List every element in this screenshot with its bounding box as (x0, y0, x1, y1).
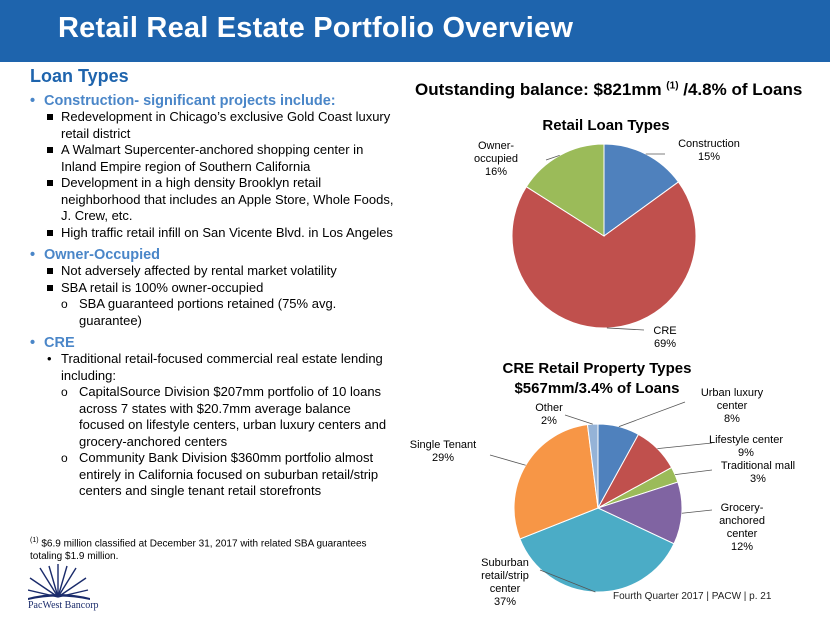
leader-line-other (564, 414, 593, 425)
leader-line-suburban-retail-strip-center (539, 569, 596, 593)
page-title: Retail Real Estate Portfolio Overview (58, 12, 574, 44)
leader-line-single-tenant (489, 454, 526, 466)
footnote: (1) $6.9 million classified at December … (30, 534, 400, 563)
leader-line-cre (606, 327, 645, 331)
construction-heading: Construction- significant projects inclu… (30, 93, 395, 109)
cre-property-types-subtitle: $567mm/3.4% of Loans (514, 380, 679, 397)
outstanding-balance-heading: Outstanding balance: $821mm (1) /4.8% of… (415, 80, 802, 100)
owner-occupied-section: Owner-Occupied Not adversely affected by… (30, 247, 395, 329)
pie-slice-single-tenant (513, 424, 599, 540)
page-footer: Fourth Quarter 2017 | PACW | p. 21 (613, 591, 772, 602)
slice-label-cre: CRE 69% (653, 325, 676, 350)
footnote-marker: (1) (30, 537, 39, 544)
cre-property-types-pie (513, 423, 683, 593)
owner-occupied-heading: Owner-Occupied (30, 247, 395, 263)
construction-item: Development in a high density Brooklyn r… (44, 175, 395, 225)
construction-section: Construction- significant projects inclu… (30, 93, 395, 241)
footnote-text: $6.9 million classified at December 31, … (30, 538, 367, 563)
slice-label-other: Other 2% (535, 402, 563, 427)
slice-label-owner-occupied: Owner-occupied 16% (474, 140, 518, 178)
cre-section: CRE Traditional retail-focused commercia… (30, 335, 395, 500)
title-bar: Retail Real Estate Portfolio Overview (0, 0, 830, 62)
loan-types-panel: Loan Types Construction- significant pro… (30, 66, 395, 506)
pacwest-logo-icon (28, 564, 90, 600)
loan-types-heading: Loan Types (30, 66, 129, 86)
owner-sub-item: SBA guaranteed portions retained (75% av… (61, 296, 395, 329)
cre-property-types-labels: Urban luxury center 8% Lifestyle center 9%Tr… (410, 387, 795, 608)
slice-label-urban-luxury-center: Urban luxury center 8% (701, 387, 764, 425)
outstanding-balance-suffix: /4.8% of Loans (678, 80, 803, 99)
cre-sub-item: CapitalSource Division $207mm portfolio … (61, 384, 395, 450)
cre-sub-item: Community Bank Division $360mm portfolio… (61, 450, 395, 500)
slice-label-suburban-retail-strip-center: Suburban retail/strip center 37% (481, 557, 529, 608)
construction-item: High traffic retail infill on San Vicent… (44, 225, 395, 242)
leader-line-traditional-mall (675, 469, 713, 476)
pie-slice-owner-occupied (525, 143, 605, 237)
cre-heading: CRE (30, 335, 395, 351)
outstanding-balance-marker: (1) (666, 80, 679, 92)
pie-slice-grocery-anchored-center (596, 481, 683, 545)
leader-line-owner-occupied (545, 155, 560, 161)
leader-line-urban-luxury-center (618, 401, 686, 428)
cre-item: Traditional retail-focused commercial re… (44, 351, 395, 384)
slice-label-traditional-mall: Traditional mall 3% (721, 460, 795, 485)
construction-item: A Walmart Supercenter-anchored shopping … (44, 142, 395, 175)
slice-label-lifestyle-center: Lifestyle center 9% (709, 434, 783, 459)
logo-text: PacWest Bancorp (28, 600, 99, 611)
owner-item: SBA retail is 100% owner-occupied (44, 280, 395, 297)
slice-label-construction: Construction 15% (678, 138, 740, 163)
slice-label-grocery-anchored-center: Grocery-anchored center 12% (719, 502, 765, 553)
leader-line-lifestyle-center (657, 442, 713, 450)
construction-item: Redevelopment in Chicago’s exclusive Gol… (44, 109, 395, 142)
outstanding-balance-text: Outstanding balance: $821mm (415, 80, 667, 99)
pie-slice-construction (603, 143, 680, 237)
slice-label-single-tenant: Single Tenant 29% (410, 439, 476, 464)
retail-loan-types-labels: Construction 15% CRE 69% Owner-occupied 16% (474, 138, 740, 350)
owner-item: Not adversely affected by rental market … (44, 263, 395, 280)
leader-line-grocery-anchored-center (681, 509, 713, 514)
cre-property-types-title: CRE Retail Property Types (503, 360, 692, 377)
retail-loan-types-title: Retail Loan Types (542, 117, 669, 134)
retail-loan-types-pie (511, 143, 697, 329)
